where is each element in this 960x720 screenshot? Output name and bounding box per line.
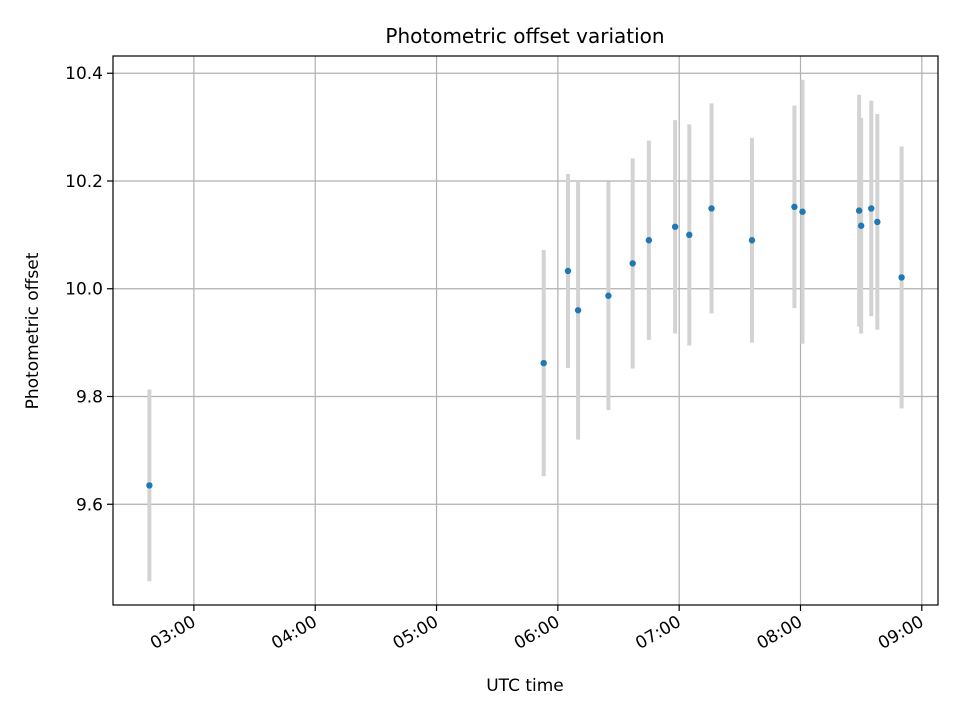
data-point [799,208,806,215]
y-axis: 9.6 9.8 10.0 10.2 10.4 [65,64,113,515]
y-axis-title: Photometric offset [23,252,43,409]
data-point [146,482,153,489]
data-point [645,237,653,244]
data-point [708,205,715,212]
grid [113,56,938,605]
plot-frame [112,55,939,606]
y-tick-label: 10.0 [65,280,103,300]
data-point [855,207,863,214]
data-point [629,260,636,267]
data-point [791,203,798,211]
data-points [146,203,905,489]
data-point [564,267,572,275]
data-point [868,205,875,212]
data-point [686,231,693,239]
y-tick-label: 10.4 [65,64,103,84]
data-point [748,237,756,244]
data-point [671,223,679,230]
data-point [874,218,881,226]
y-tick-label: 10.2 [65,172,103,192]
data-point [605,292,612,299]
data-point [540,359,547,367]
x-axis-title: UTC time [486,676,564,696]
data-point [574,307,582,314]
data-point [898,274,905,281]
y-tick-label: 9.8 [76,387,103,407]
y-tick-label: 9.6 [76,495,103,515]
data-point [857,222,865,229]
chart-title: Photometric offset variation [385,24,664,48]
